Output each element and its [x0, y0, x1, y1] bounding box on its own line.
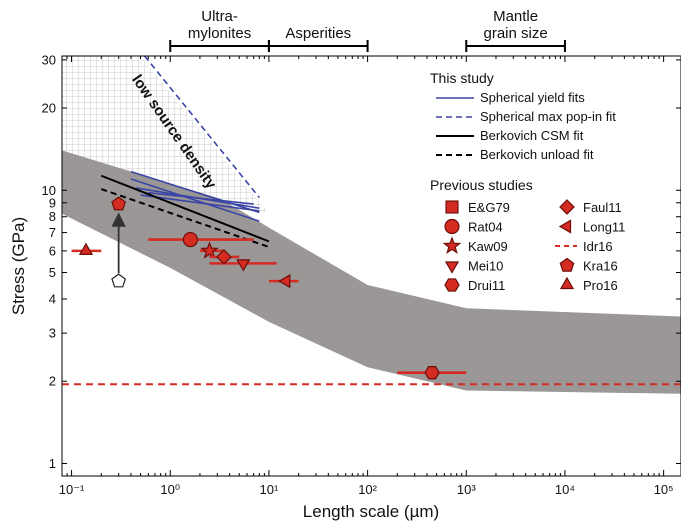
legend-marker-faul11: [559, 199, 575, 215]
shaded-band: [62, 117, 681, 394]
y-tick-label: 6: [49, 243, 56, 258]
y-tick-label: 8: [49, 209, 56, 224]
open-pentagon-marker: [111, 273, 127, 288]
legend-label: Kra16: [583, 259, 618, 274]
bracket-1: Asperities: [267, 25, 369, 52]
legend-marker-kra16: [559, 257, 575, 272]
bracket-label: mylonites: [188, 25, 251, 42]
drui11-marker-0: [424, 366, 440, 380]
legend-marker-mei10: [444, 261, 460, 274]
spherical-yield-fits-line-1: [130, 178, 260, 223]
legend-label: Faul11: [583, 200, 622, 215]
mei10-marker-0: [236, 259, 251, 272]
legend-label: Berkovich unload fit: [480, 147, 594, 162]
y-tick-label: 1: [49, 456, 56, 471]
legend-label: Spherical yield fits: [480, 90, 585, 105]
kra16-marker-0: [111, 196, 127, 211]
legend-marker-drui11: [444, 278, 460, 292]
bracket-label: Mantle: [493, 8, 538, 25]
bracket-0: Ultra-mylonites: [169, 8, 270, 52]
spherical-yield-fits-line-3: [140, 194, 260, 212]
legend-label: Berkovich CSM fit: [480, 128, 584, 143]
legend: This study Spherical yield fits Spherical …: [430, 70, 625, 293]
y-tick-label: 2: [49, 374, 56, 389]
y-axis-title: Stress (GPa): [9, 217, 28, 315]
legend-label: Spherical max pop-in fit: [480, 109, 616, 124]
plot-frame: [61, 55, 681, 477]
pro16-marker-0: [78, 242, 94, 255]
x-tick-label: 10⁰: [160, 482, 180, 497]
legend-label: Pro16: [583, 278, 618, 293]
legend-this-study-title: This study: [430, 70, 494, 86]
legend-label: Long11: [583, 220, 625, 235]
long11-marker-0: [278, 274, 291, 289]
legend-marker-rat04: [444, 218, 460, 235]
y-tick-label: 4: [49, 291, 56, 306]
y-tick-label: 5: [49, 265, 56, 280]
legend-previous-title: Previous studies: [430, 177, 533, 193]
y-tick-label: 20: [42, 101, 56, 116]
kaw09-marker-0: [200, 241, 219, 259]
spherical-yield-fits-line-4: [148, 191, 254, 205]
legend-marker-kaw09: [442, 236, 462, 254]
bracket-label: Ultra-: [201, 8, 238, 25]
legend-label: E&G79: [468, 200, 510, 215]
y-tick-label: 7: [49, 225, 56, 240]
legend-marker-long11: [558, 219, 572, 234]
legend-label: Idr16: [583, 239, 613, 254]
bracket-label: Asperities: [285, 25, 351, 42]
spherical-max-pop-in-fit-line-0: [143, 56, 260, 199]
x-tick-label: 10⁻¹: [59, 482, 85, 497]
x-tick-label: 10⁵: [654, 482, 674, 497]
legend-label: Kaw09: [468, 239, 508, 254]
berkovich-csm-fit-line-0: [100, 174, 270, 243]
legend-marker-pro16: [559, 276, 575, 290]
y-tick-label: 9: [49, 195, 56, 210]
legend-label: Rat04: [468, 220, 503, 235]
y-tick-label: 30: [42, 52, 56, 67]
x-tick-label: 10¹: [260, 482, 279, 497]
y-tick-label: 3: [49, 326, 56, 341]
spherical-yield-fits-line-0: [130, 170, 260, 214]
legend-label: Mei10: [468, 259, 503, 274]
y-tick-label: 10: [42, 183, 56, 198]
hatched-region: [62, 56, 269, 214]
x-tick-label: 10³: [457, 482, 476, 497]
faul11-marker-0: [216, 249, 232, 265]
x-tick-label: 10²: [358, 482, 377, 497]
legend-marker-e-g79: [445, 200, 459, 214]
rat04-marker-0: [182, 231, 198, 248]
bracket-label: grain size: [484, 25, 548, 42]
x-tick-label: 10⁴: [555, 482, 575, 497]
legend-label: Drui11: [468, 278, 505, 293]
x-axis-title: Length scale (µm): [303, 502, 439, 521]
